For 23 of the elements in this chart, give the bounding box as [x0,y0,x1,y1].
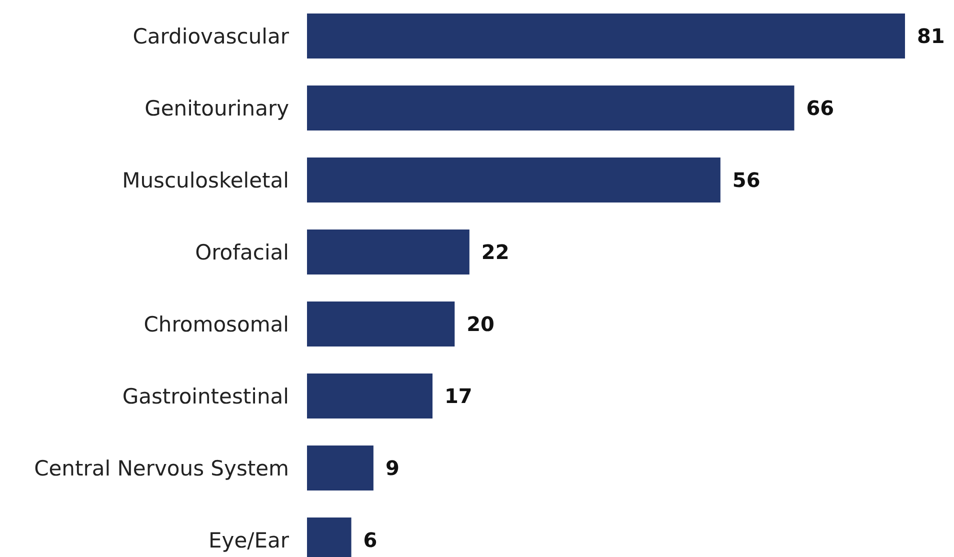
bar [307,14,905,58]
bar [307,158,720,202]
bar [307,374,433,418]
data-label: 20 [466,312,494,336]
y-tick-label: Chromosomal [144,312,289,336]
y-tick-label: Eye/Ear [208,528,290,552]
data-label: 66 [806,96,834,120]
y-tick-label: Cardiovascular [132,24,290,48]
data-label: 6 [363,528,378,552]
bar [307,446,374,490]
bar [307,86,794,130]
data-label: 81 [917,24,945,48]
y-tick-label: Gastrointestinal [122,384,289,408]
y-tick-label: Central Nervous System [34,456,289,480]
bar [307,302,455,346]
bar [307,230,470,274]
data-label: 22 [481,240,510,264]
data-label: 56 [732,168,760,192]
y-tick-label: Orofacial [195,240,289,264]
y-tick-label: Musculoskeletal [122,168,289,192]
data-label: 9 [385,456,400,480]
data-label: 17 [444,384,472,408]
y-tick-label: Genitourinary [144,96,289,120]
